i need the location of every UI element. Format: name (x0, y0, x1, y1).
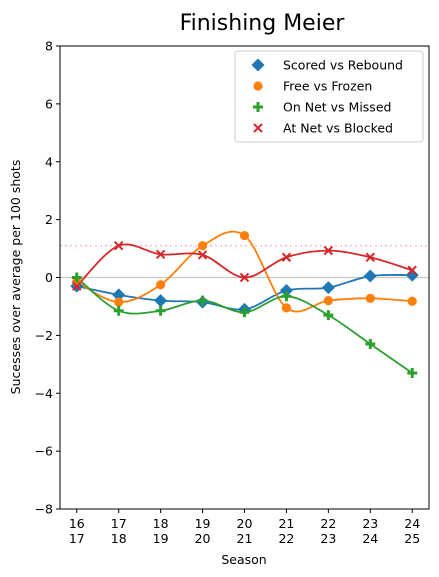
legend-marker-1 (253, 81, 263, 91)
series-2-point-5 (281, 291, 292, 302)
series-1-point-6 (323, 296, 333, 306)
legend: Scored vs Rebound Free vs Frozen On Net vs… (234, 50, 424, 143)
series-1-point-5 (281, 303, 292, 313)
y-tick-label-3: −2 (35, 328, 53, 343)
x-tick-label-1-0: 17 (111, 516, 127, 531)
x-tick-label-7-0: 23 (362, 516, 378, 531)
series-3-point-2 (155, 249, 166, 260)
y-tick-label-1: −6 (35, 444, 53, 459)
legend-box (234, 50, 424, 143)
legend-label-2: On Net vs Missed (283, 100, 391, 115)
series-1-point-8 (407, 296, 417, 306)
series-line-2 (76, 276, 413, 374)
legend-marker-3 (253, 123, 263, 133)
series-0-point-7 (363, 269, 377, 283)
y-tick-label-0: −8 (35, 502, 53, 517)
series-3-point-5 (281, 252, 292, 262)
series-1-point-1 (114, 297, 124, 307)
legend-label-0: Scored vs Rebound (283, 58, 403, 73)
x-tick-label-7-1: 24 (362, 531, 378, 546)
x-tick-label-2-0: 18 (153, 516, 169, 531)
legend-marker-2 (253, 102, 263, 112)
x-tick-label-3-1: 20 (195, 531, 211, 546)
x-tick-label-5-1: 22 (278, 531, 294, 546)
series-2-point-4 (239, 307, 250, 318)
x-tick-label-8-1: 25 (404, 531, 420, 546)
x-tick-label-6-0: 22 (320, 516, 336, 531)
series-0-point-6 (321, 281, 335, 295)
x-tick-label-0-0: 16 (69, 516, 85, 531)
series-2-point-6 (323, 310, 334, 321)
x-tick-label-4-0: 20 (237, 516, 253, 531)
series-3-point-7 (365, 252, 376, 262)
series-0-point-2 (154, 294, 168, 308)
series-0-point-8 (405, 268, 419, 282)
series-1-point-7 (365, 293, 375, 303)
x-tick-label-3-0: 19 (195, 516, 211, 531)
series-1-point-3 (197, 241, 208, 251)
y-tick-label-8: 8 (45, 39, 53, 54)
x-tick-label-5-0: 21 (278, 516, 294, 531)
chart-title: Finishing Meier (180, 11, 346, 36)
x-tick-label-4-1: 21 (237, 531, 253, 546)
series-2-point-8 (407, 367, 418, 378)
legend-label-1: Free vs Frozen (283, 79, 372, 94)
series-2-point-1 (113, 305, 124, 316)
series-3-point-3 (197, 250, 208, 260)
x-tick-label-0-1: 17 (69, 531, 85, 546)
x-tick-label-2-1: 19 (153, 531, 169, 546)
series-3-point-6 (323, 245, 334, 256)
x-axis-label: Season (221, 552, 266, 567)
y-tick-label-7: 6 (45, 96, 53, 111)
legend-marker-0 (251, 58, 265, 72)
y-axis-label: Sucesses over average per 100 shots (8, 160, 23, 395)
series-0-point-5 (279, 284, 293, 298)
y-tick-label-6: 4 (45, 154, 53, 169)
y-tick-label-2: −4 (35, 386, 53, 401)
legend-label-3: At Net vs Blocked (283, 121, 393, 136)
series-3-point-1 (113, 240, 124, 251)
series-3-point-0 (72, 281, 82, 291)
series-3-point-8 (407, 265, 417, 275)
y-tick-label-4: 0 (45, 270, 53, 285)
series-1-point-2 (156, 280, 166, 290)
series-0-point-1 (112, 288, 126, 302)
series-line-3 (76, 243, 413, 287)
y-tick-label-5: 2 (45, 212, 53, 227)
series-2-point-2 (155, 305, 166, 316)
series-2-point-3 (197, 295, 208, 306)
x-tick-label-1-1: 18 (111, 531, 127, 546)
x-tick-label-6-1: 23 (320, 531, 336, 546)
series-2-point-0 (71, 272, 82, 283)
x-tick-label-8-0: 24 (404, 516, 420, 531)
series-2-point-7 (365, 339, 376, 350)
series-3-point-4 (239, 272, 250, 283)
plot-area: −8−6−4−202468161717181819192020212122222… (35, 39, 430, 546)
series-1-point-4 (239, 230, 250, 241)
